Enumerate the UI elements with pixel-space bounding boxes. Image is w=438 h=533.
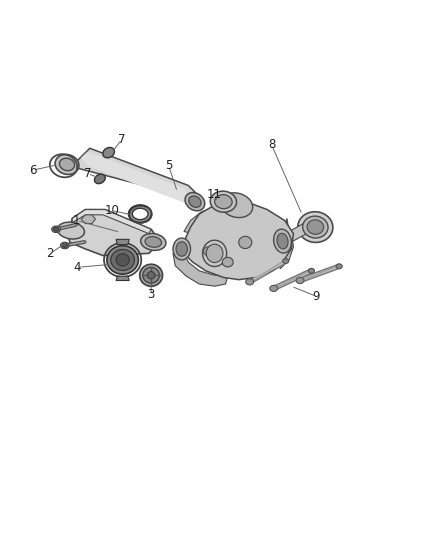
Ellipse shape [274, 229, 291, 253]
Polygon shape [68, 209, 158, 255]
Polygon shape [77, 148, 201, 205]
Text: 10: 10 [104, 204, 119, 217]
Ellipse shape [107, 246, 138, 274]
Text: 11: 11 [206, 188, 221, 201]
Ellipse shape [141, 233, 166, 251]
Ellipse shape [203, 247, 213, 255]
Ellipse shape [277, 233, 288, 249]
Polygon shape [72, 209, 151, 233]
Ellipse shape [145, 237, 162, 247]
Ellipse shape [103, 148, 114, 158]
Ellipse shape [132, 208, 148, 220]
Ellipse shape [336, 264, 342, 269]
Ellipse shape [206, 244, 223, 263]
Ellipse shape [202, 240, 227, 266]
Ellipse shape [210, 191, 237, 212]
Ellipse shape [140, 264, 162, 286]
Polygon shape [278, 223, 293, 269]
Ellipse shape [298, 212, 333, 243]
Polygon shape [116, 276, 129, 280]
Ellipse shape [111, 249, 134, 270]
Polygon shape [173, 249, 228, 286]
Ellipse shape [239, 236, 252, 248]
Ellipse shape [220, 193, 253, 217]
Ellipse shape [270, 285, 278, 292]
Ellipse shape [116, 254, 129, 266]
Ellipse shape [55, 155, 79, 174]
Polygon shape [81, 152, 191, 203]
Polygon shape [182, 201, 293, 280]
Text: 8: 8 [268, 138, 275, 151]
Ellipse shape [129, 205, 152, 223]
Ellipse shape [308, 269, 314, 273]
Ellipse shape [176, 242, 187, 256]
Text: 3: 3 [148, 288, 155, 302]
Ellipse shape [303, 216, 328, 238]
Text: 1: 1 [73, 214, 81, 227]
Ellipse shape [215, 195, 232, 209]
Ellipse shape [246, 279, 254, 285]
Polygon shape [184, 207, 223, 233]
Ellipse shape [307, 220, 324, 235]
Ellipse shape [223, 257, 233, 267]
Polygon shape [81, 215, 95, 223]
Ellipse shape [60, 242, 69, 249]
Ellipse shape [283, 259, 289, 263]
Ellipse shape [53, 227, 59, 231]
Text: 4: 4 [73, 261, 81, 274]
Ellipse shape [143, 268, 159, 283]
Text: 5: 5 [165, 159, 172, 172]
Ellipse shape [52, 226, 60, 232]
Text: 6: 6 [29, 164, 37, 176]
Text: 7: 7 [84, 167, 92, 180]
Text: 9: 9 [312, 290, 320, 303]
Ellipse shape [62, 244, 67, 247]
Ellipse shape [296, 278, 304, 284]
Polygon shape [284, 219, 307, 244]
Ellipse shape [189, 196, 201, 207]
Ellipse shape [185, 192, 205, 211]
Text: 2: 2 [46, 247, 54, 260]
Ellipse shape [147, 271, 155, 279]
Ellipse shape [95, 174, 105, 184]
Text: 7: 7 [118, 133, 126, 146]
Ellipse shape [60, 158, 74, 171]
Polygon shape [116, 239, 129, 245]
Ellipse shape [57, 222, 85, 239]
Ellipse shape [173, 238, 191, 260]
